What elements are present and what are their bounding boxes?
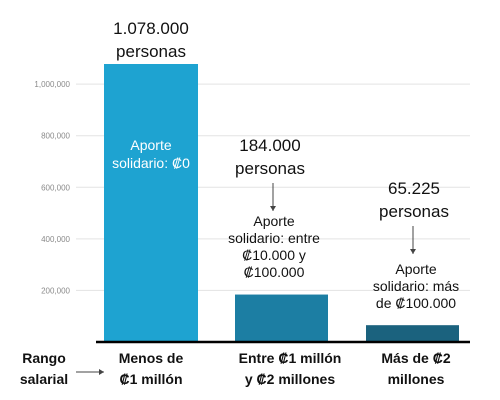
- bar-note-line: solidario: entre: [228, 230, 320, 246]
- category-label-line: Menos de: [119, 350, 184, 366]
- value-label-line: 65.225: [388, 179, 440, 198]
- annotation-arrow: [410, 226, 416, 254]
- value-label: 65.225 personas: [379, 179, 449, 221]
- bar-note-line: Aporte: [130, 137, 171, 153]
- bar-note-line: ₡10.000 y: [242, 247, 306, 263]
- category-label-line: Más de ₡2: [381, 350, 450, 366]
- value-label-line: personas: [235, 159, 305, 178]
- bar-note-line: solidario: ₡0: [112, 155, 190, 171]
- category-label-line: Entre ₡1 millón: [239, 350, 342, 366]
- category-label: Entre ₡1 millón y ₡2 millones: [239, 350, 342, 387]
- bar-note-line: ₡100.000: [244, 264, 305, 280]
- annotation-arrow-head: [270, 206, 276, 211]
- bar: [366, 325, 459, 342]
- x-axis-title-line: salarial: [20, 371, 68, 387]
- bar-labels: 1.078.000 personas 184.000 personas 65.225 pe…: [112, 19, 459, 311]
- bars: [96, 64, 470, 344]
- y-tick-label: 400,000: [41, 235, 70, 244]
- y-tick-label: 200,000: [41, 286, 70, 295]
- value-label-line: personas: [379, 202, 449, 221]
- value-label: 184.000 personas: [235, 136, 305, 178]
- bar-note-line: Aporte: [253, 213, 294, 229]
- bar-note-line: de ₡100.000: [376, 295, 456, 311]
- category-label-line: ₡1 millón: [119, 371, 182, 387]
- bar-note-line: solidario: más: [373, 278, 459, 294]
- y-tick-label: 800,000: [41, 132, 70, 141]
- category-label: Más de ₡2 millones: [381, 350, 450, 387]
- value-label-line: 184.000: [239, 136, 300, 155]
- y-tick-label: 600,000: [41, 183, 70, 192]
- category-label: Menos de ₡1 millón: [119, 350, 184, 387]
- category-label-line: millones: [388, 371, 445, 387]
- value-label: 1.078.000 personas: [113, 19, 189, 61]
- bar: [104, 64, 198, 342]
- x-axis-title-line: Rango: [22, 350, 66, 366]
- value-label-line: 1.078.000: [113, 19, 189, 38]
- bar-note-line: Aporte: [395, 261, 436, 277]
- bar-note: Aporte solidario: más de ₡100.000: [373, 261, 459, 311]
- value-label-line: personas: [116, 42, 186, 61]
- bar: [235, 294, 328, 342]
- annotation-arrow-head: [410, 249, 416, 254]
- x-axis-title-arrow-head: [99, 369, 104, 375]
- x-axis-title-arrow: [76, 369, 104, 375]
- x-axis: Menos de ₡1 millón Entre ₡1 millón y ₡2 mil…: [20, 350, 451, 387]
- annotation-arrow: [270, 183, 276, 211]
- bar-note: Aporte solidario: entre ₡10.000 y ₡100.000: [228, 213, 320, 280]
- x-axis-title: Rango salarial: [20, 350, 68, 387]
- y-axis: 200,000 400,000 600,000 800,000 1,000,000: [34, 80, 70, 295]
- y-tick-label: 1,000,000: [34, 80, 70, 89]
- category-label-line: y ₡2 millones: [245, 371, 335, 387]
- bar-note: Aporte solidario: ₡0: [112, 137, 190, 171]
